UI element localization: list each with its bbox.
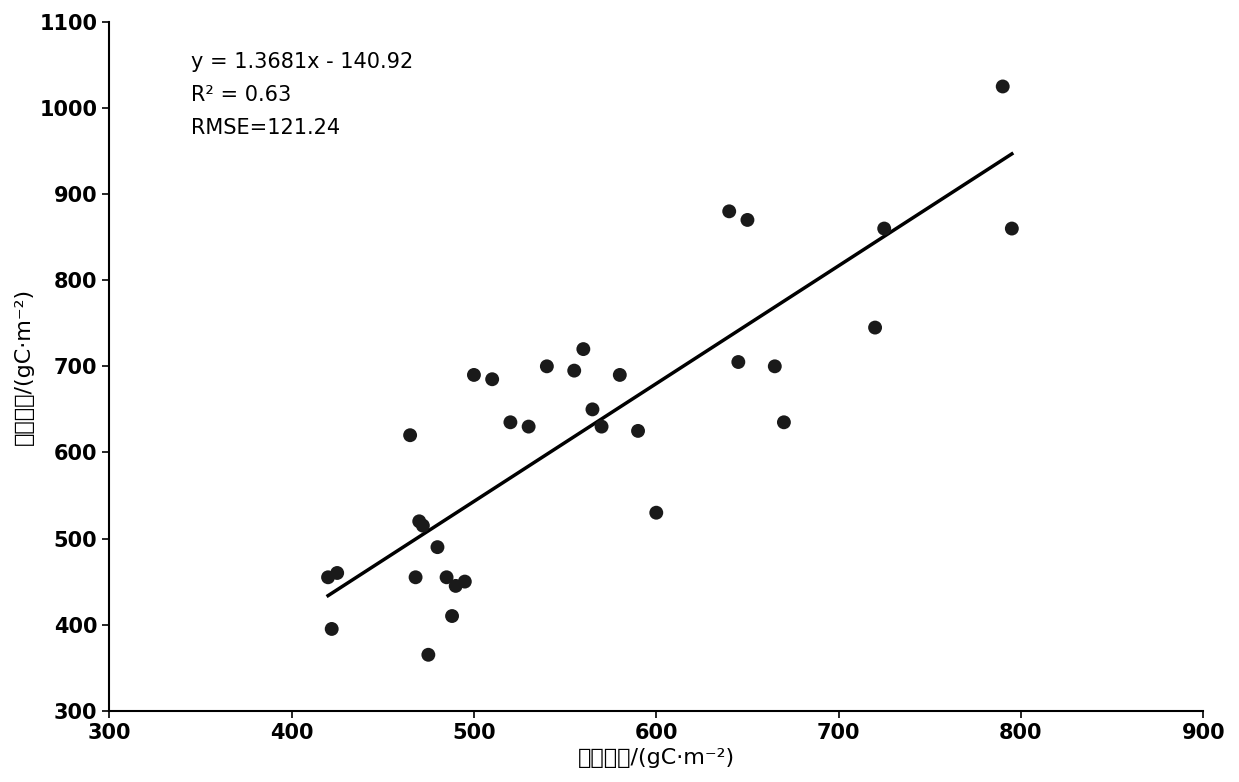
Point xyxy=(501,416,520,429)
Point xyxy=(865,321,885,334)
X-axis label: 预测产量/(gC·m⁻²): 预测产量/(gC·m⁻²) xyxy=(577,748,735,768)
Point xyxy=(519,421,539,433)
Point xyxy=(327,567,347,579)
Point xyxy=(992,81,1012,93)
Point xyxy=(400,429,420,442)
Point xyxy=(582,403,602,415)
Point xyxy=(436,571,456,583)
Point xyxy=(764,360,784,372)
Point xyxy=(318,571,338,583)
Point xyxy=(1002,222,1022,235)
Text: y = 1.3681x - 140.92
R² = 0.63
RMSE=121.24: y = 1.3681x - 140.92 R² = 0.63 RMSE=121.… xyxy=(191,52,414,138)
Point xyxy=(737,213,757,226)
Point xyxy=(442,610,462,622)
Point xyxy=(322,622,342,635)
Point xyxy=(536,360,556,372)
Point xyxy=(647,507,667,519)
Point xyxy=(465,368,484,381)
Point xyxy=(592,421,612,433)
Point xyxy=(427,541,447,554)
Point xyxy=(564,364,584,377)
Point xyxy=(774,416,794,429)
Point xyxy=(628,425,648,437)
Point xyxy=(419,648,439,661)
Point xyxy=(720,205,740,217)
Point xyxy=(574,343,593,355)
Point xyxy=(446,579,466,592)
Point xyxy=(729,356,748,368)
Point xyxy=(455,576,475,588)
Point xyxy=(413,519,432,532)
Point xyxy=(482,373,502,386)
Point xyxy=(409,515,429,528)
Point xyxy=(405,571,425,583)
Point xyxy=(875,222,895,235)
Y-axis label: 实测产量/(gC·m⁻²): 实测产量/(gC·m⁻²) xyxy=(14,288,33,445)
Point xyxy=(610,368,629,381)
